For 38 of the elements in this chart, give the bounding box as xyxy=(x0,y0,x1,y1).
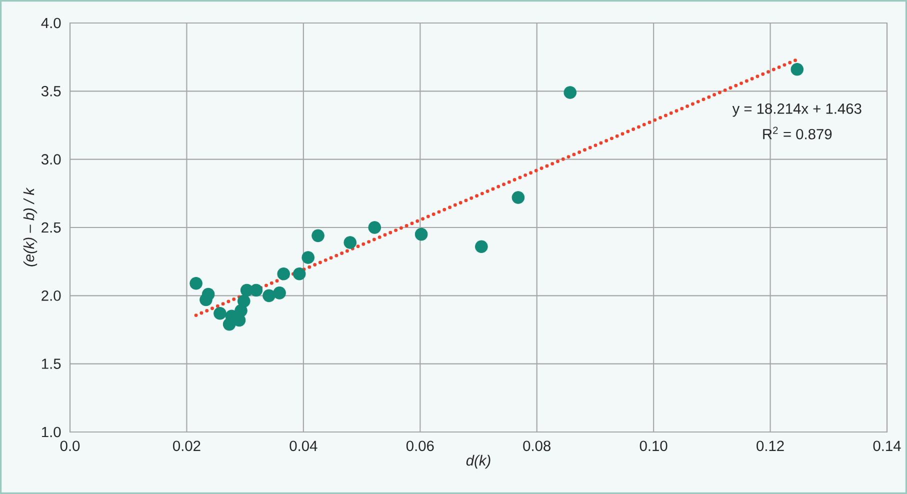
y-tick-label: 2.0 xyxy=(42,290,61,301)
point xyxy=(512,191,525,204)
x-tick-label: 0.10 xyxy=(640,440,668,452)
y-axis-title: (e(k) – b) / k xyxy=(23,187,38,266)
point xyxy=(262,289,276,302)
point xyxy=(312,229,324,242)
y-tick-label: 3.0 xyxy=(41,154,61,165)
point xyxy=(292,267,306,280)
y-tick-label: 4.0 xyxy=(41,18,61,28)
point xyxy=(214,306,226,320)
point xyxy=(475,240,488,253)
annotation: R$^{2}$ = 0.879 xyxy=(763,126,832,140)
point xyxy=(190,276,202,290)
x-tick-label: 0.04 xyxy=(290,440,318,452)
x-tick-label: 0.12 xyxy=(756,440,784,452)
x-tick-label: 0.02 xyxy=(173,440,200,452)
point xyxy=(200,293,212,306)
y-tick-label: 2.5 xyxy=(42,222,61,233)
point xyxy=(414,228,428,241)
x-tick-label: 0.0 xyxy=(60,440,80,452)
point xyxy=(273,286,286,300)
point xyxy=(222,318,236,331)
annotation: y = 18.214x + 1.463 xyxy=(732,103,862,117)
x-tick-label: 0.08 xyxy=(523,440,550,452)
y-tick-label: 1.5 xyxy=(42,358,61,369)
point xyxy=(564,86,577,99)
point xyxy=(277,267,290,280)
x-tick-label: 0.06 xyxy=(406,440,434,452)
point xyxy=(790,62,804,76)
point xyxy=(302,251,314,264)
y-tick-label: 1.0 xyxy=(42,426,61,438)
x-axis-title: d(k) xyxy=(466,454,490,469)
y-tick-label: 3.5 xyxy=(41,86,61,96)
point xyxy=(250,284,263,297)
point xyxy=(368,221,382,234)
point xyxy=(344,236,357,249)
point xyxy=(238,294,250,308)
x-tick-label: 0.14 xyxy=(873,440,901,452)
